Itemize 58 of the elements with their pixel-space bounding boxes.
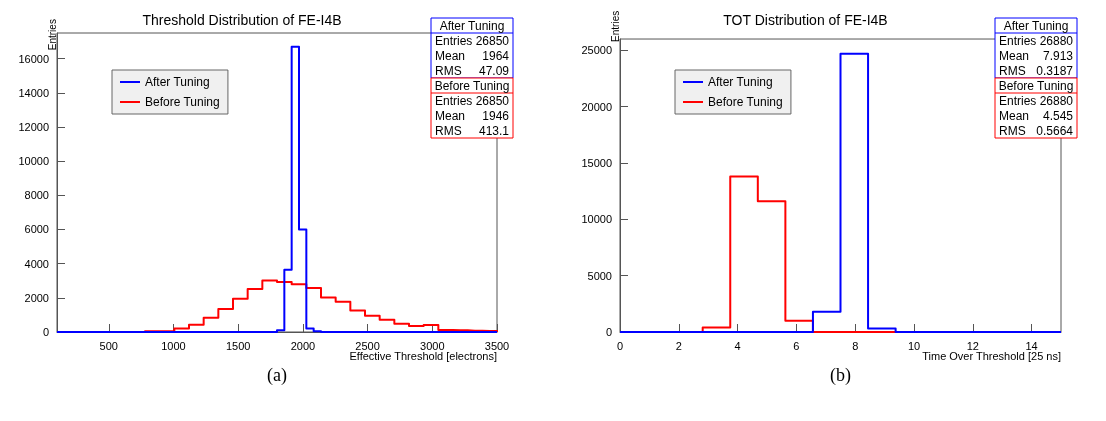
y-axis-title: Entries bbox=[609, 10, 621, 42]
y-tick-label: 0 bbox=[605, 326, 612, 338]
text: RMS 47.09 bbox=[435, 64, 509, 78]
annotation: Mean 7.913 bbox=[999, 49, 1074, 63]
x-tick-label: 1000 bbox=[161, 339, 186, 352]
y-tick-label: 8000 bbox=[24, 189, 49, 202]
y-tick-label: 4000 bbox=[24, 257, 49, 270]
annotation: RMS 0.3187 bbox=[999, 64, 1074, 78]
y-tick-label: 0 bbox=[42, 326, 49, 338]
legend-label: Before Tuning bbox=[145, 95, 220, 109]
annotation: Entries 26880 bbox=[999, 34, 1074, 48]
annotation: Mean 4.545 bbox=[999, 109, 1074, 123]
x-tick-label: 1500 bbox=[225, 339, 251, 352]
y-axis-title: Entries bbox=[46, 19, 58, 51]
text: After Tuning bbox=[1003, 19, 1069, 33]
y-tick-label: 2000 bbox=[24, 291, 49, 304]
x-tick-label: 6 bbox=[793, 339, 800, 352]
y-tick-label: 6000 bbox=[24, 223, 49, 236]
legend-label: Before Tuning bbox=[708, 95, 783, 109]
annotation: Entries 26850 bbox=[435, 34, 510, 48]
x-tick-label: 2000 bbox=[290, 339, 316, 352]
x-axis-title: Time Over Threshold [25 ns] bbox=[922, 349, 1061, 362]
y-tick-label: 12000 bbox=[18, 120, 49, 133]
annotation: Before Tuning bbox=[434, 79, 510, 93]
y-tick-label: 10000 bbox=[581, 213, 612, 226]
annotation: RMS 0.5664 bbox=[999, 124, 1074, 138]
annotation: Entries 26880 bbox=[999, 94, 1074, 108]
legend-label: After Tuning bbox=[708, 75, 773, 89]
y-tick-label: 20000 bbox=[581, 100, 612, 113]
text: (b) bbox=[830, 365, 851, 386]
x-tick-label: 0 bbox=[616, 339, 624, 352]
y-tick-label: 5000 bbox=[587, 269, 612, 282]
x-tick-label: 2 bbox=[675, 339, 682, 352]
x-tick-label: 3500 bbox=[484, 339, 510, 352]
annotation: Before Tuning bbox=[998, 79, 1074, 93]
text: After Tuning bbox=[439, 19, 505, 33]
x-tick-label: 10 bbox=[907, 339, 921, 352]
x-tick-label: 14 bbox=[1025, 339, 1038, 352]
text: Mean 1964 bbox=[435, 49, 509, 63]
x-tick-label: 500 bbox=[99, 339, 118, 352]
x-tick-label: 8 bbox=[852, 339, 859, 352]
y-tick-label: 10000 bbox=[18, 155, 49, 168]
y-tick-label: 14000 bbox=[18, 86, 49, 99]
legend-label: After Tuning bbox=[145, 75, 210, 89]
x-tick-label: 3000 bbox=[420, 339, 445, 352]
y-tick-label: 25000 bbox=[581, 44, 612, 57]
x-tick-label: 4 bbox=[734, 339, 741, 352]
text: Mean 1946 bbox=[435, 109, 509, 123]
x-tick-label: 2500 bbox=[355, 339, 380, 352]
x-axis-title: Effective Threshold [electrons] bbox=[349, 349, 497, 362]
annotation: Entries 26850 bbox=[435, 94, 510, 108]
chart-title: Threshold Distribution of FE-I4B bbox=[142, 12, 342, 28]
x-tick-label: 12 bbox=[966, 339, 979, 352]
text: (a) bbox=[267, 365, 287, 386]
chart-title: TOT Distribution of FE-I4B bbox=[723, 12, 888, 28]
y-tick-label: 16000 bbox=[18, 52, 49, 65]
y-tick-label: 15000 bbox=[581, 156, 612, 169]
text: RMS 413.1 bbox=[435, 124, 509, 138]
